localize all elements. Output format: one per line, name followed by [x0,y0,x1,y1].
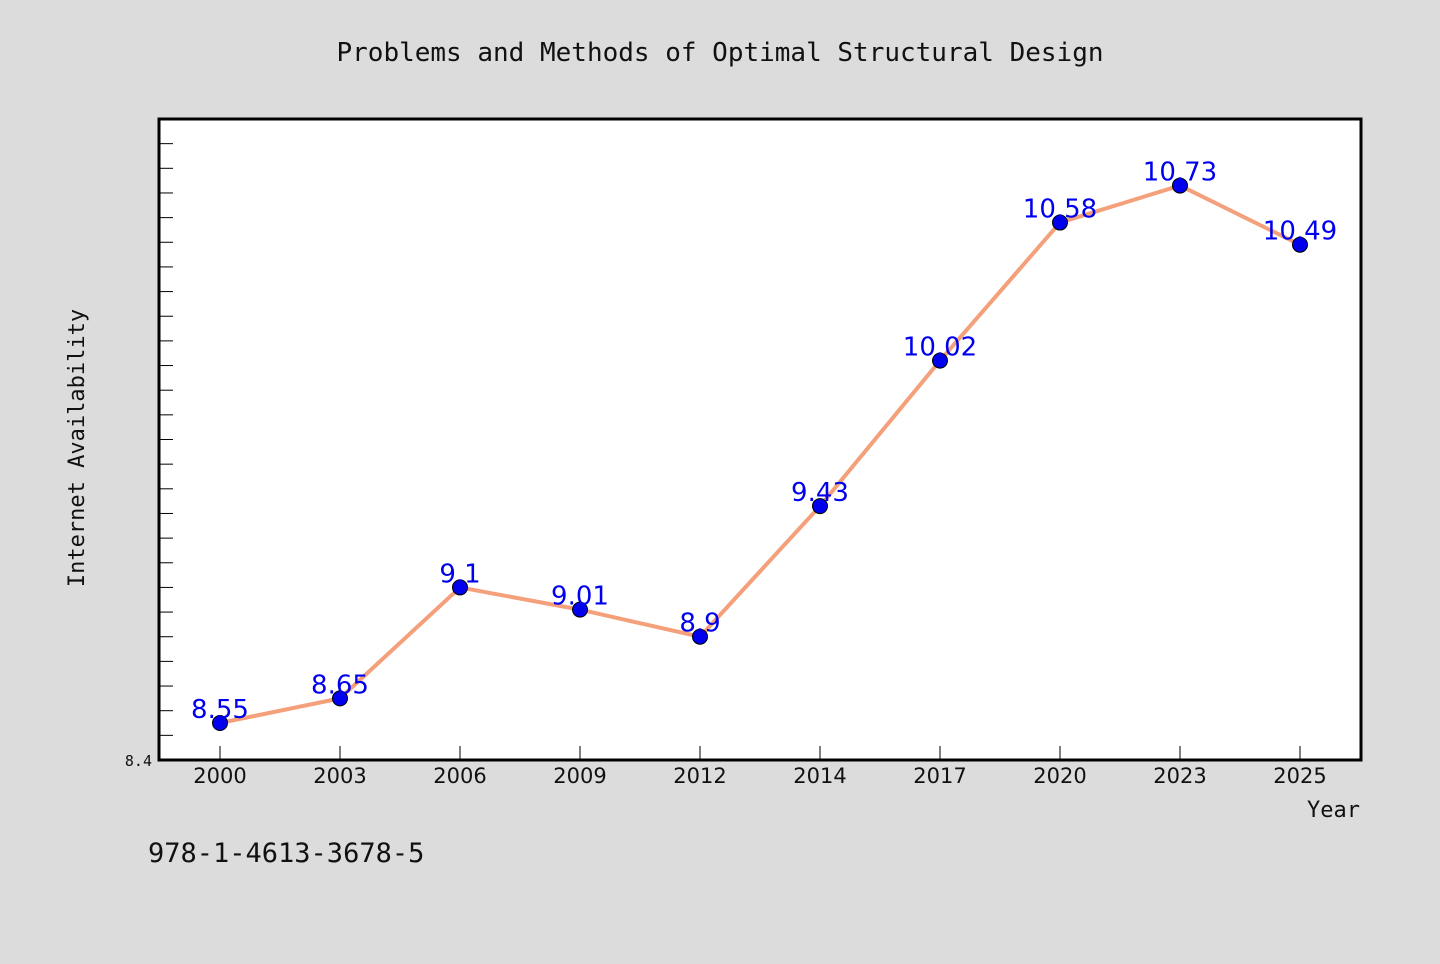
x-tick-label: 2017 [913,764,966,788]
x-tick-label: 2000 [193,764,246,788]
data-point [692,628,708,645]
series-line [219,183,1301,725]
data-point [452,579,468,596]
data-label: 10.02 [903,333,977,363]
data-point [1172,177,1188,194]
x-tick-label: 2014 [793,764,846,788]
data-label: 9.01 [551,582,609,612]
y-axis-label: Internet Availability [65,309,90,587]
x-tick-label: 2025 [1273,764,1326,788]
data-point [1052,214,1068,231]
data-label: 9.43 [791,478,849,508]
x-tick-label: 2023 [1153,764,1206,788]
isbn-text: 978-1-4613-3678-5 [148,838,424,869]
chart-title: Problems and Methods of Optimal Structur… [336,38,1103,68]
data-point [332,690,348,707]
data-point [572,601,588,618]
series-layer: 8.55 8.65 9.1 9.01 8.9 9.43 10.02 10.58 10.73 10.… [191,158,1337,732]
y-tick-label: 8.4 [125,752,152,770]
data-label: 8.9 [679,609,720,639]
data-label: 10.73 [1143,158,1217,188]
y-axis-ticks: 8.4 [125,143,173,770]
data-point [1292,236,1308,253]
x-tick-label: 2009 [553,764,606,788]
data-label: 10.58 [1023,195,1097,225]
x-tick-label: 2003 [313,764,366,788]
data-label: 10.49 [1263,217,1337,247]
data-point [932,352,948,369]
data-point [212,715,228,732]
data-label: 9.1 [439,559,480,589]
plot-area [157,117,1363,762]
data-label: 8.55 [191,695,249,725]
x-tick-label: 2006 [433,764,486,788]
x-tick-label: 2012 [673,764,726,788]
x-axis-label: Year [1307,798,1360,823]
data-point [812,498,828,515]
data-label: 8.65 [311,670,369,700]
x-axis-ticks: 2000 2003 2006 2009 2012 2014 2017 2020 2023 2025 [193,746,1327,788]
x-tick-label: 2020 [1033,764,1086,788]
